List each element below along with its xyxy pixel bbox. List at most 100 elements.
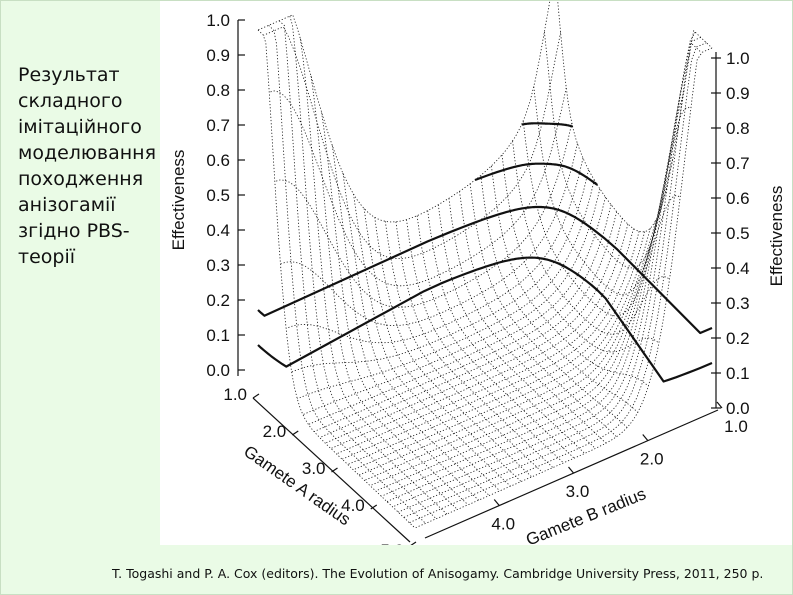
gamete-b-tick xyxy=(493,499,500,506)
mesh-line-a xyxy=(325,218,623,444)
mesh-line-a xyxy=(269,87,567,287)
mesh-line-a xyxy=(358,219,657,476)
left-z-tick-label: 0.1 xyxy=(206,326,230,345)
mesh-line-b xyxy=(406,219,564,464)
mesh-line-b xyxy=(522,121,681,317)
left-z-tick-label: 0.6 xyxy=(206,151,230,170)
caption-line: теорії xyxy=(18,246,75,268)
mesh-line-b xyxy=(363,208,522,482)
mesh-line-a xyxy=(369,185,668,487)
mesh-line-b xyxy=(289,15,448,515)
gamete-a-tick xyxy=(370,504,378,510)
mesh-line-a xyxy=(302,188,601,416)
mesh-line-a xyxy=(319,211,618,438)
right-z-tick-label: 0.6 xyxy=(726,189,750,208)
gamete-b-tick-label: 4.0 xyxy=(491,515,515,534)
mesh-line-a xyxy=(347,231,646,465)
mesh-line-b xyxy=(278,20,437,519)
left-z-tick-label: 0.0 xyxy=(206,361,230,380)
contour-level-line xyxy=(474,162,598,186)
gamete-a-tick-label: 4.0 xyxy=(341,496,365,515)
caption-line: анізогамії xyxy=(18,194,116,216)
mesh-line-a xyxy=(386,90,685,502)
left-z-tick-label: 0.7 xyxy=(206,116,230,135)
left-z-tick-label: 0.9 xyxy=(206,46,230,65)
mesh-line-b xyxy=(557,0,713,233)
caption-line: складного xyxy=(18,90,123,112)
right-z-tick-label: 0.1 xyxy=(726,364,750,383)
gamete-a-tick-label: 2.0 xyxy=(263,422,287,441)
right-z-tick-label: 0.5 xyxy=(726,224,750,243)
gamete-b-tick-label: 3.0 xyxy=(566,482,590,501)
surface-plot-figure: 0.0 0.1 0.2 0.3 0.4 0.5 0.6 0.7 0.8 0.9 1.0 Effecti… xyxy=(160,0,793,545)
gamete-b-tick-label: 1.0 xyxy=(724,417,748,436)
gamete-b-tick xyxy=(568,466,574,474)
mesh-line-b xyxy=(448,198,607,444)
mesh-line-a xyxy=(403,37,701,518)
right-z-axis-title: Effectiveness xyxy=(767,186,786,287)
mesh-line-a xyxy=(257,0,551,223)
gamete-a-tick-label: 1.0 xyxy=(223,385,247,404)
gamete-a-tick-label: 3.0 xyxy=(302,459,326,478)
surface-mesh xyxy=(257,0,713,529)
surface-plot: 0.0 0.1 0.2 0.3 0.4 0.5 0.6 0.7 0.8 0.9 1.0 Effecti… xyxy=(169,0,786,545)
mesh-line-a xyxy=(280,143,578,326)
mesh-line-b xyxy=(300,38,458,510)
left-z-tick-label: 0.3 xyxy=(206,256,230,275)
left-z-axis-title: Effectiveness xyxy=(169,150,188,251)
mesh-line-b xyxy=(342,172,501,492)
gamete-b-tick-label: 2.0 xyxy=(640,450,664,469)
mesh-line-a xyxy=(274,123,573,308)
caption-line: згідно PBS- xyxy=(18,220,130,242)
mesh-line-b xyxy=(533,86,692,296)
left-z-tick-label: 0.5 xyxy=(206,186,230,205)
mesh-line-a xyxy=(381,126,679,497)
gamete-a-tick-label: 5.0 xyxy=(380,541,404,545)
citation-text: T. Togashi and P. A. Cox (editors). The … xyxy=(112,566,764,581)
mesh-line-b xyxy=(353,193,511,487)
caption-line: Результат xyxy=(18,64,120,86)
right-z-tick-label: 0.8 xyxy=(726,119,750,138)
gamete-a-tick xyxy=(291,430,299,436)
right-z-tick-label: 0.9 xyxy=(726,84,750,103)
gamete-b-tick xyxy=(716,401,723,409)
right-z-tick-label: 0.7 xyxy=(726,154,750,173)
mesh-line-a xyxy=(330,223,629,449)
mesh-line-b xyxy=(480,175,639,413)
gamete-a-axis-title: Gamete A radius xyxy=(240,442,354,530)
caption-line: походження xyxy=(18,168,144,190)
left-z-tick-label: 0.2 xyxy=(206,291,230,310)
mesh-line-b xyxy=(310,75,469,506)
mesh-line-b xyxy=(395,221,554,468)
mesh-line-b xyxy=(427,210,585,454)
mesh-line-b xyxy=(257,29,416,529)
mesh-line-b xyxy=(416,215,575,459)
mesh-line-b xyxy=(544,31,702,269)
slide-caption: Результат складного імітаційного моделюв… xyxy=(18,62,168,270)
caption-line: імітаційного xyxy=(18,116,142,138)
right-z-tick-label: 1.0 xyxy=(726,49,750,68)
mesh-line-b xyxy=(512,141,670,335)
mesh-line-a xyxy=(375,158,674,492)
left-z-tick-label: 0.4 xyxy=(206,221,230,240)
plot-axes: 0.0 0.1 0.2 0.3 0.4 0.5 0.6 0.7 0.8 0.9 1.0 Effecti… xyxy=(169,11,786,545)
mesh-line-b xyxy=(384,221,543,473)
mesh-line-a xyxy=(392,54,690,508)
mesh-line-a xyxy=(308,197,606,425)
mesh-line-a xyxy=(285,158,584,344)
surface-contours xyxy=(257,122,713,383)
left-z-tick-label: 1.0 xyxy=(206,11,230,30)
contour-level-line xyxy=(521,122,573,128)
gamete-b-tick xyxy=(642,434,649,441)
mesh-line-b xyxy=(469,183,628,428)
mesh-line-b xyxy=(331,145,490,496)
mesh-line-b xyxy=(459,191,617,437)
contour-level-line xyxy=(257,256,713,383)
mesh-line-a xyxy=(353,228,651,471)
gamete-a-axis-line xyxy=(252,397,411,543)
gamete-b-axis-line xyxy=(424,409,719,539)
mesh-line-a xyxy=(263,26,561,260)
gamete-a-tick xyxy=(331,467,338,473)
right-z-tick-label: 0.0 xyxy=(726,399,750,418)
caption-line: моделювання xyxy=(18,142,157,164)
